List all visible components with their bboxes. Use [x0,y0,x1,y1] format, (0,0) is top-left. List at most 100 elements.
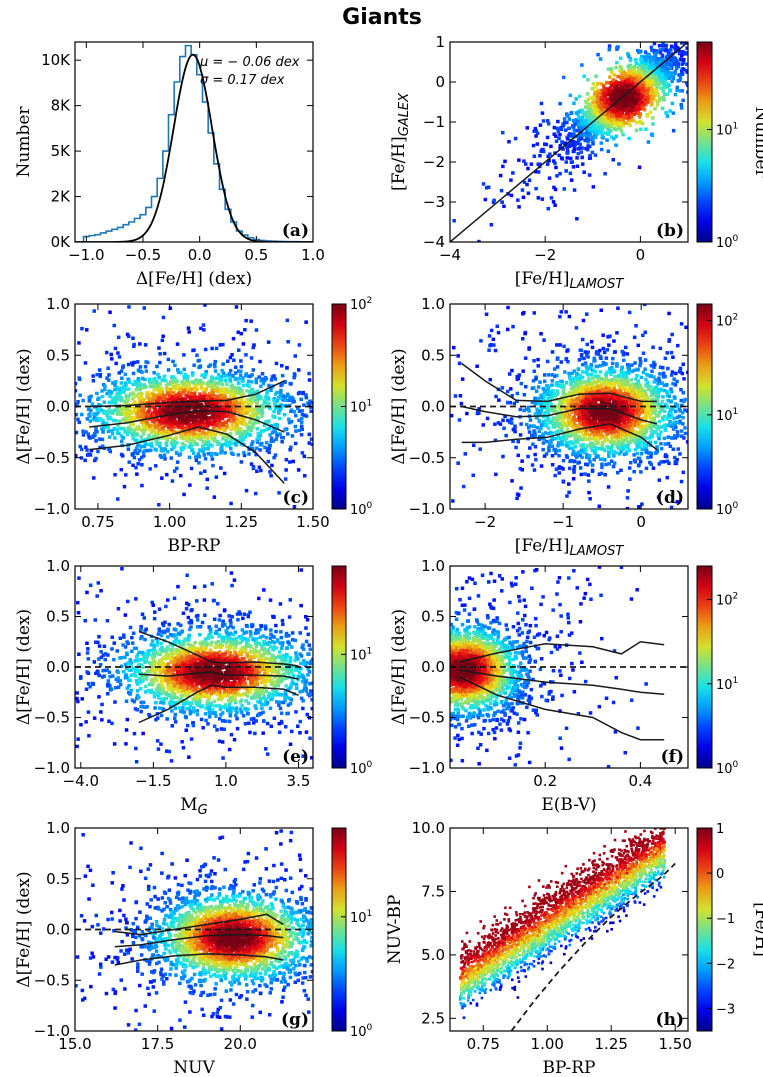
density-cell [645,112,650,117]
density-cell [600,118,605,123]
density-cell [166,450,170,454]
density-cell [309,409,313,413]
y-tick-label: −4 [423,233,445,251]
density-cell [81,429,85,433]
density-cell [659,77,663,82]
density-cell [189,401,194,405]
density-cell [657,462,661,466]
density-cell [116,351,120,355]
density-cell [226,412,230,417]
density-cell [638,444,642,449]
density-cell [158,409,163,414]
density-cell [91,435,95,439]
density-cell [230,441,234,446]
density-cell [664,111,668,115]
density-cell [483,197,488,202]
density-cell [179,473,183,478]
y-tick-label: 0.5 [46,346,70,364]
density-cell [273,453,278,457]
density-cell [244,373,248,378]
density-cell [569,178,574,182]
density-cell [262,378,267,383]
density-cell [660,72,665,77]
density-cell [77,377,82,381]
density-cell [279,383,283,388]
density-cell [638,96,643,101]
density-cell [660,64,664,69]
density-cell [654,64,658,68]
density-cell [102,400,106,404]
density-cell [256,436,260,440]
density-cell [251,440,255,444]
density-cell [258,448,262,452]
density-cell [121,418,125,422]
density-cell [668,89,672,93]
density-cell [654,61,659,65]
density-cell [89,408,93,413]
density-cell [240,390,244,394]
density-cell [152,377,156,382]
density-cell [280,364,284,368]
density-cell [259,468,263,473]
density-cell [302,454,307,459]
density-cell [209,375,214,379]
density-cell [579,150,583,154]
density-cell [618,69,622,73]
density-cell [179,394,183,399]
density-cell [125,332,130,337]
density-cell [228,400,232,404]
density-cell [117,431,121,435]
density-cell [171,443,175,447]
density-cell [287,420,292,425]
density-cell [130,405,134,409]
density-cell [198,423,202,428]
density-cell [595,121,600,125]
density-cell [230,383,234,387]
density-cell [197,461,201,465]
density-cell [185,438,190,443]
density-cell [116,497,120,501]
density-cell [178,420,183,424]
density-cell [115,427,119,432]
density-cell [643,58,648,63]
density-cell [168,416,172,421]
density-cell [641,370,646,375]
density-cell [241,392,245,397]
density-cell [266,395,270,400]
density-cell [628,123,632,128]
density-cell [206,384,210,389]
density-cell [177,397,181,401]
density-cell [638,101,642,105]
density-cell [140,370,144,374]
density-cell [107,389,111,393]
density-cell [670,79,674,84]
density-cell [293,354,297,358]
density-cell [131,417,136,422]
density-cell [598,370,603,374]
density-cell [205,416,209,420]
density-cell [614,134,618,139]
density-cell [118,419,122,423]
density-cell [614,128,618,132]
density-cell [85,417,90,421]
density-cell [105,421,109,426]
density-cell [138,342,142,346]
density-cell [608,125,612,129]
density-cell [202,394,206,398]
density-cell [183,431,188,436]
density-cell [105,350,109,355]
density-cell [143,365,148,369]
density-cell [296,406,300,410]
density-cell [279,388,283,393]
density-cell [576,122,581,126]
density-cell [553,437,557,441]
density-cell [80,326,84,331]
density-cell [136,411,141,416]
density-cell [287,417,291,421]
density-cell [105,410,109,414]
density-cell [133,448,138,453]
density-cell [191,451,196,455]
density-cell [194,441,198,446]
density-cell [218,405,222,410]
density-cell [114,361,118,366]
